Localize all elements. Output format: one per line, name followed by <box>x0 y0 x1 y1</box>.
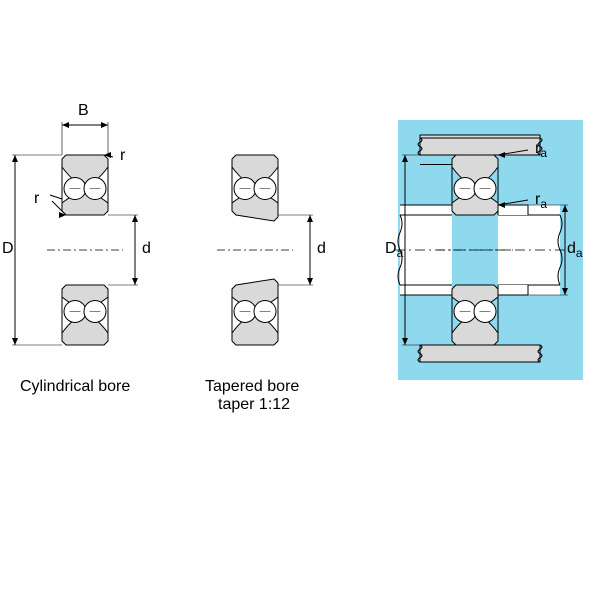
label-d1: d <box>142 240 151 258</box>
diagram-svg <box>0 0 600 600</box>
label-ra2: ra <box>535 191 547 211</box>
label-B: B <box>78 102 89 120</box>
label-d2: d <box>317 240 326 258</box>
label-da: da <box>567 240 583 260</box>
label-r1: r <box>120 147 125 165</box>
label-ra1: ra <box>535 140 547 160</box>
caption-fig2-l1: Tapered bore <box>205 378 299 396</box>
caption-fig2-l2: taper 1:12 <box>218 396 290 414</box>
label-D: D <box>2 240 14 258</box>
label-r2: r <box>34 190 39 208</box>
label-Da: Da <box>385 240 403 260</box>
caption-fig1: Cylindrical bore <box>20 378 130 396</box>
